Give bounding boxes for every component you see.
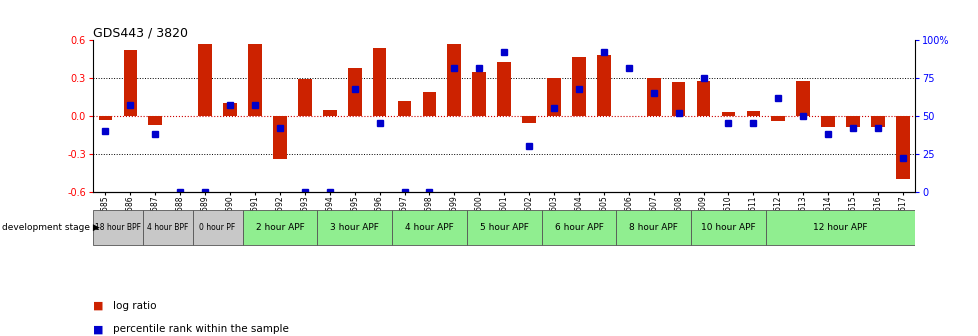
Bar (690, 210, 765, 245)
Text: 10 hour APF: 10 hour APF (700, 223, 755, 232)
Bar (99, 116, 112, 120)
Bar (472, 72, 486, 116)
Bar (870, 116, 884, 127)
Bar (571, 57, 585, 116)
Bar (391, 210, 467, 245)
Bar (273, 116, 287, 159)
Text: 3 hour APF: 3 hour APF (330, 223, 378, 232)
Bar (397, 101, 411, 116)
Text: 4 hour BPF: 4 hour BPF (147, 223, 188, 232)
Bar (93, 210, 143, 245)
Bar (149, 116, 162, 125)
Bar (541, 210, 616, 245)
Bar (199, 44, 212, 116)
Bar (597, 55, 610, 116)
Bar (447, 44, 461, 116)
Text: 0 hour PF: 0 hour PF (200, 223, 236, 232)
Bar (795, 81, 809, 116)
Bar (123, 50, 137, 116)
Bar (616, 210, 690, 245)
Bar (646, 78, 660, 116)
Text: 6 hour APF: 6 hour APF (554, 223, 602, 232)
Bar (467, 210, 541, 245)
Bar (821, 116, 834, 127)
Text: log ratio: log ratio (112, 301, 156, 311)
Bar (373, 48, 386, 116)
Bar (521, 116, 535, 124)
Text: ■: ■ (93, 301, 104, 311)
Text: 5 hour APF: 5 hour APF (479, 223, 528, 232)
Bar (422, 92, 436, 116)
Bar (143, 210, 193, 245)
Text: 2 hour APF: 2 hour APF (255, 223, 304, 232)
Text: 4 hour APF: 4 hour APF (405, 223, 454, 232)
Text: 12 hour APF: 12 hour APF (813, 223, 867, 232)
Bar (347, 68, 361, 116)
Bar (746, 111, 760, 116)
Text: GDS443 / 3820: GDS443 / 3820 (93, 26, 188, 39)
Text: percentile rank within the sample: percentile rank within the sample (112, 324, 289, 334)
Bar (845, 116, 859, 127)
Bar (297, 79, 311, 116)
Bar (323, 110, 336, 116)
Text: ■: ■ (93, 324, 104, 334)
Bar (895, 116, 909, 179)
Text: development stage ▶: development stage ▶ (2, 223, 100, 232)
Bar (317, 210, 391, 245)
Bar (547, 78, 560, 116)
Bar (765, 210, 914, 245)
Bar (696, 81, 710, 116)
Bar (247, 44, 261, 116)
Bar (193, 210, 243, 245)
Text: 8 hour APF: 8 hour APF (629, 223, 678, 232)
Bar (721, 112, 734, 116)
Bar (223, 103, 237, 116)
Bar (497, 62, 511, 116)
Bar (243, 210, 317, 245)
Bar (771, 116, 784, 121)
Bar (671, 82, 685, 116)
Text: 18 hour BPF: 18 hour BPF (95, 223, 141, 232)
